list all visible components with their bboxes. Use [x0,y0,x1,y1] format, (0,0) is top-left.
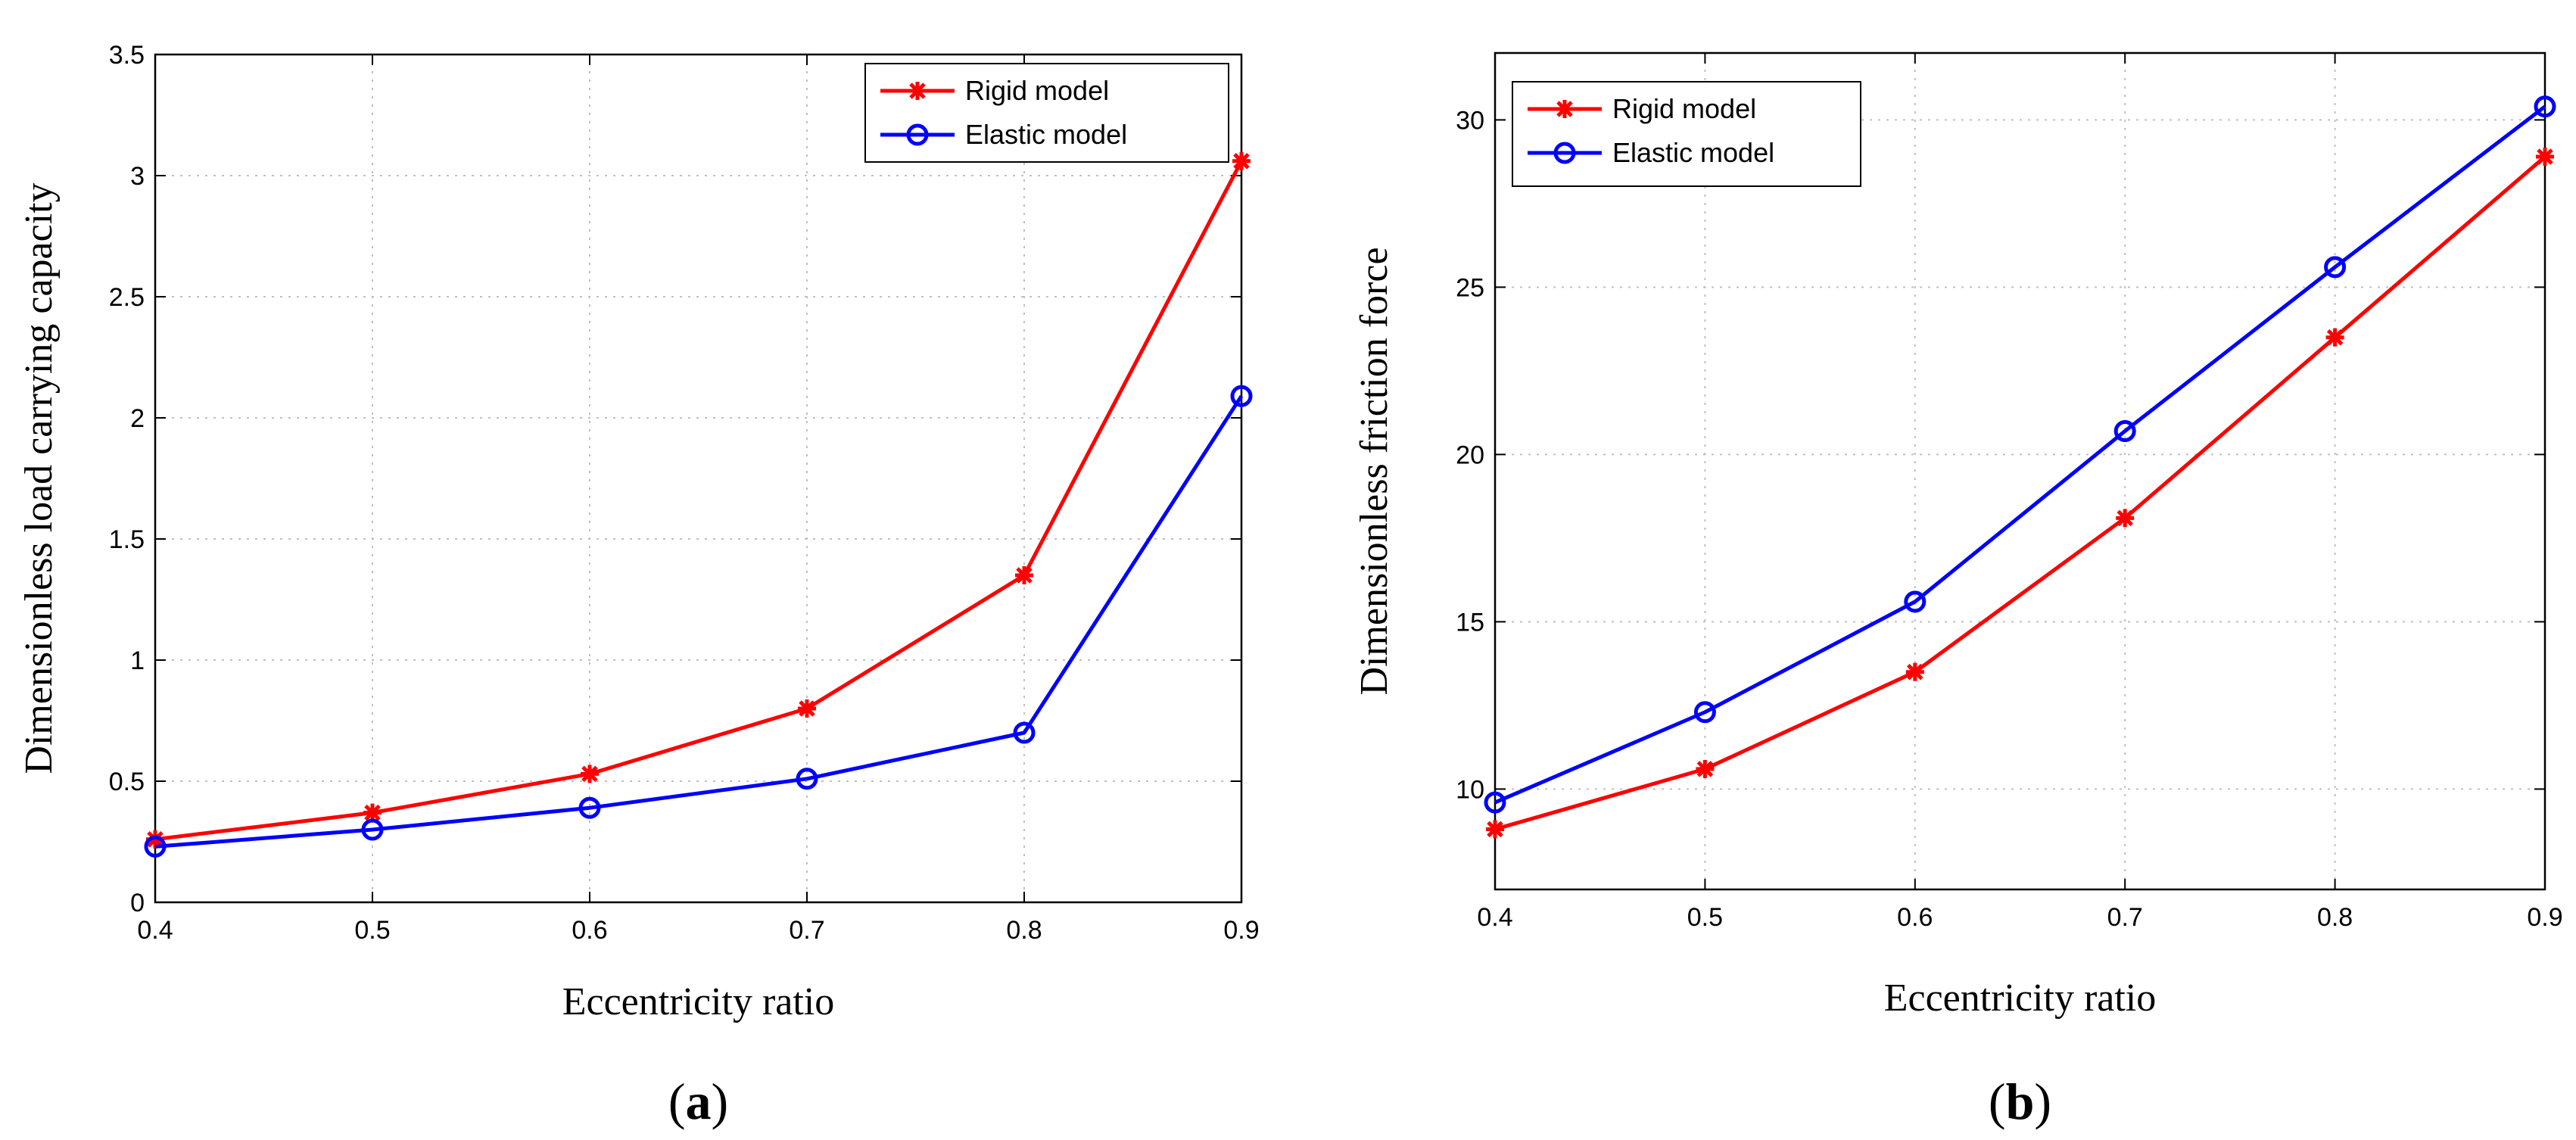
elastic-model-point [2113,419,2136,442]
rigid-model-point [581,765,599,783]
rigid-model-point [798,699,816,718]
elastic-model-point [2534,95,2556,118]
legend-swatch-marker [908,82,927,100]
rigid-model-point [1696,759,1715,778]
x-tick-label: 0.6 [1897,903,1933,932]
legend-entry-label: Rigid model [1612,93,1756,124]
y-tick-label: 15 [1456,608,1484,637]
x-tick-label: 0.5 [1687,903,1723,932]
y-axis-title: Dimensionless friction force [1353,247,1396,695]
panel-label: (b) [1989,1073,2051,1130]
elastic-model-line [154,394,1244,849]
elastic-model-point [1013,721,1036,744]
y-tick-label: 2 [130,404,145,433]
rigid-model-point [2325,328,2344,347]
y-tick-label: 25 [1456,273,1484,302]
y-tick-label: 30 [1456,106,1484,135]
elastic-model-point [1693,701,1716,724]
x-tick-label: 0.7 [789,916,824,945]
legend: Rigid model Elastic model [864,63,1229,163]
legend-box [1512,81,1861,187]
legend-entry-label: Rigid model [965,75,1109,106]
rigid-model-line [154,160,1244,842]
x-tick-label: 0.6 [572,916,607,945]
y-tick-label: 20 [1456,441,1484,469]
elastic-model-point [144,835,167,858]
y-tick-label: 1.5 [109,525,145,554]
plot-area [1495,53,2545,889]
y-tick-label: 2.5 [109,283,145,312]
rigid-model-point [2536,148,2554,167]
x-tick-label: 0.4 [137,916,173,945]
y-axis-title: Dimensionless load carrying capacity [17,182,61,774]
legend-swatch-marker [906,123,929,146]
x-tick-label: 0.8 [2317,903,2353,932]
y-tick-label: 0 [130,889,145,917]
legend: Rigid model Elastic model [1512,81,1861,187]
legend-swatch-marker [1553,142,1576,164]
panel-label: (a) [668,1073,728,1130]
elastic-model-point [2324,256,2347,279]
rigid-model-point [1486,820,1504,839]
x-tick-label: 0.8 [1006,916,1042,945]
rigid-model-point [1905,662,1924,681]
x-tick-label: 0.9 [1223,916,1259,945]
elastic-model-point [1484,791,1506,814]
x-tick-label: 0.4 [1477,903,1512,932]
elastic-model-line [1494,104,2546,805]
x-axis-title: Eccentricity ratio [1884,976,2156,1020]
y-tick-label: 1 [130,646,145,675]
axes-frame [154,53,1243,904]
elastic-model-point [1230,385,1253,407]
rigid-model-line [1494,155,2546,831]
rigid-model-point [1015,566,1033,584]
y-tick-label: 10 [1456,775,1484,804]
panel-a-load-capacity-chart: 0.4 0.5 0.6 0.7 0.8 0.9 0 0.5 1 1.5 2 2.5 3 3.5 Rigid … [17,41,1260,1130]
y-tick-label: 3 [130,162,145,191]
y-tick-label: 0.5 [109,768,145,796]
y-tick-label: 3.5 [109,41,145,70]
elastic-model-point [578,796,601,819]
legend-entry-label: Elastic model [965,119,1127,150]
panel-b-friction-force-chart: 0.4 0.5 0.6 0.7 0.8 0.9 10 15 20 25 30 Rigid model E… [1353,51,2563,1130]
elastic-model-point [361,818,384,841]
x-tick-label: 0.9 [2527,903,2562,932]
elastic-model-point [796,768,818,790]
rigid-model-point [1232,151,1251,170]
legend-box [864,63,1229,163]
x-tick-label: 0.7 [2107,903,2143,932]
axes-frame [1494,51,2546,891]
x-axis-title: Eccentricity ratio [562,980,834,1023]
rigid-model-point [2116,509,2135,528]
plot-area [155,55,1241,902]
elastic-model-point [1904,590,1927,613]
legend-swatch-marker [1556,100,1574,118]
x-tick-label: 0.5 [354,916,390,945]
legend-entry-label: Elastic model [1612,137,1774,168]
